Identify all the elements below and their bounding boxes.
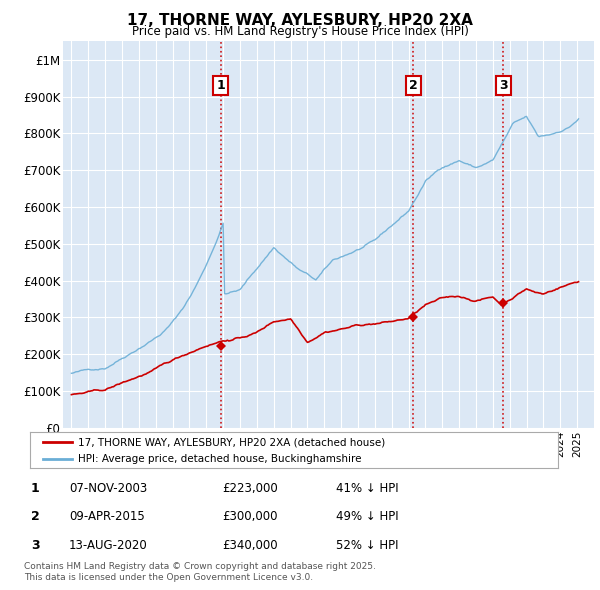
Text: £340,000: £340,000 (222, 539, 278, 552)
Text: 09-APR-2015: 09-APR-2015 (69, 510, 145, 523)
Text: 17, THORNE WAY, AYLESBURY, HP20 2XA (detached house): 17, THORNE WAY, AYLESBURY, HP20 2XA (det… (77, 437, 385, 447)
Text: 49% ↓ HPI: 49% ↓ HPI (336, 510, 398, 523)
Text: 2: 2 (409, 79, 418, 92)
Text: 41% ↓ HPI: 41% ↓ HPI (336, 482, 398, 495)
Text: 2: 2 (31, 510, 40, 523)
Text: £223,000: £223,000 (222, 482, 278, 495)
Text: 1: 1 (216, 79, 225, 92)
Text: 1: 1 (31, 482, 40, 495)
Text: Price paid vs. HM Land Registry's House Price Index (HPI): Price paid vs. HM Land Registry's House … (131, 25, 469, 38)
Text: 3: 3 (31, 539, 40, 552)
Text: HPI: Average price, detached house, Buckinghamshire: HPI: Average price, detached house, Buck… (77, 454, 361, 464)
Text: Contains HM Land Registry data © Crown copyright and database right 2025.
This d: Contains HM Land Registry data © Crown c… (24, 562, 376, 582)
Text: 3: 3 (499, 79, 508, 92)
Text: 52% ↓ HPI: 52% ↓ HPI (336, 539, 398, 552)
Text: £300,000: £300,000 (222, 510, 277, 523)
Text: 13-AUG-2020: 13-AUG-2020 (69, 539, 148, 552)
Text: 07-NOV-2003: 07-NOV-2003 (69, 482, 147, 495)
Text: 17, THORNE WAY, AYLESBURY, HP20 2XA: 17, THORNE WAY, AYLESBURY, HP20 2XA (127, 13, 473, 28)
